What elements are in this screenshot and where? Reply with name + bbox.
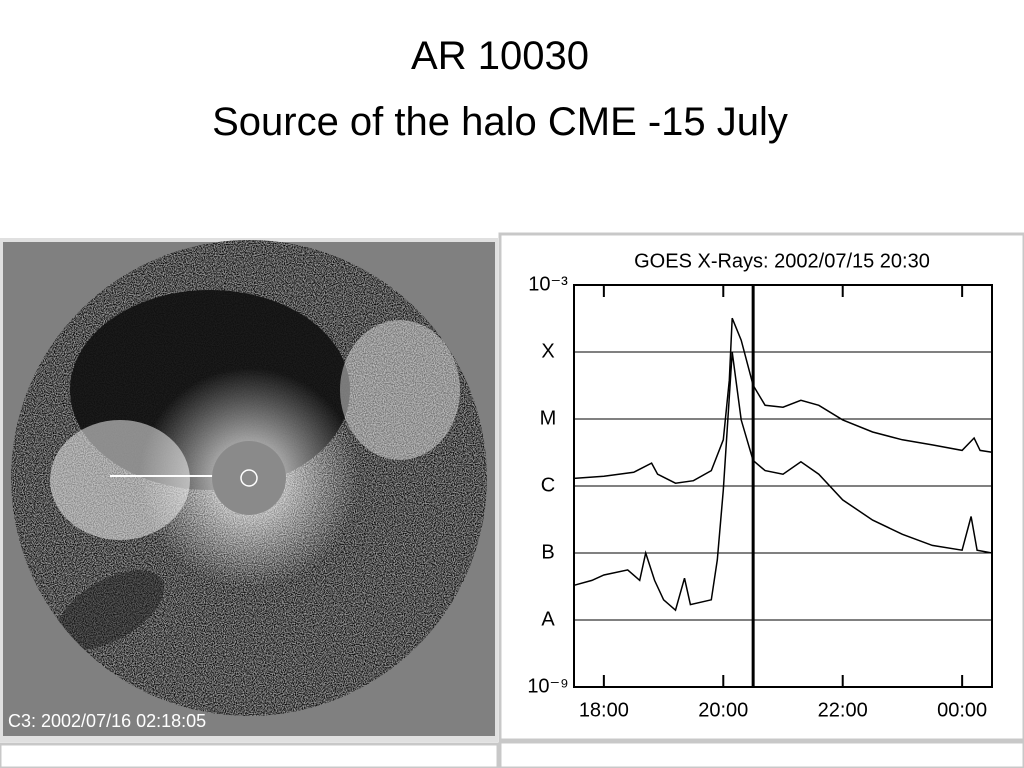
chart-panel bbox=[498, 232, 1024, 742]
y-tick-label: B bbox=[541, 541, 554, 563]
x-tick-label: 00:00 bbox=[937, 699, 987, 721]
x-tick-label: 20:00 bbox=[698, 699, 748, 721]
y-tick-label: M bbox=[540, 407, 557, 429]
lower-panel bbox=[0, 742, 500, 768]
plot-frame bbox=[573, 284, 993, 688]
y-tick-label: X bbox=[541, 340, 554, 362]
y-tick-label: 10⁻³ bbox=[528, 273, 568, 295]
slide-subtitle: Source of the halo CME -15 July bbox=[212, 100, 788, 144]
y-tick-label: 10⁻⁹ bbox=[527, 675, 568, 697]
slide-title: AR 10030 bbox=[411, 34, 589, 78]
chart-title: GOES X-Rays: 2002/07/15 20:30 bbox=[634, 250, 930, 272]
x-tick-label: 22:00 bbox=[818, 699, 868, 721]
lower-panel bbox=[498, 740, 1024, 768]
image-caption: C3: 2002/07/16 02:18:05 bbox=[8, 711, 206, 731]
coronagraph-image: C3: 2002/07/16 02:18:05 bbox=[0, 238, 498, 742]
chart: GOES X-Rays: 2002/07/15 20:30 10⁻⁹ A B C M X 1… bbox=[527, 250, 993, 721]
series-line bbox=[573, 351, 993, 612]
x-tick-label: 18:00 bbox=[579, 699, 629, 721]
y-tick-label: C bbox=[541, 474, 555, 496]
y-tick-label: A bbox=[541, 608, 555, 630]
